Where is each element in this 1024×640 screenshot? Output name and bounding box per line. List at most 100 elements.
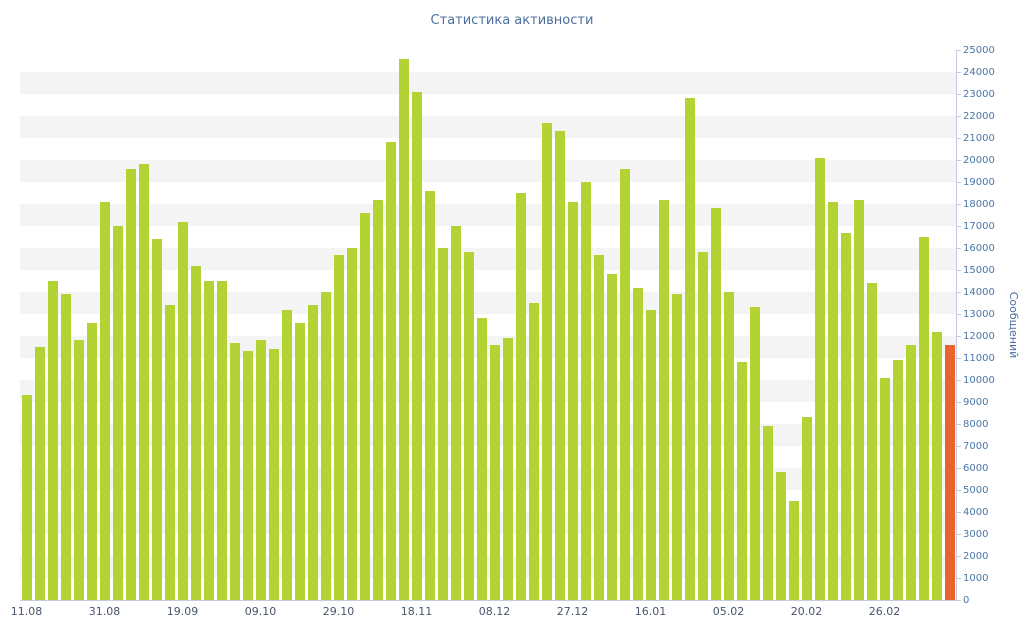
bar[interactable] [437,248,448,600]
bar[interactable] [216,281,227,600]
x-tick-label: 19.09 [166,605,199,618]
bar[interactable] [801,417,812,600]
y-tick-label: 12000 [963,330,995,342]
plot-band [20,204,956,226]
bar[interactable] [346,248,357,600]
bar[interactable] [47,281,58,600]
bar[interactable] [190,265,201,600]
y-tick [957,402,961,403]
bar[interactable] [320,292,331,600]
bar[interactable] [879,377,890,600]
bar[interactable] [242,351,253,600]
x-tick-label: 11.08 [10,605,43,618]
y-tick-label: 7000 [963,440,989,452]
y-tick-label: 5000 [963,484,989,496]
y-tick [957,116,961,117]
y-tick [957,336,961,337]
bar[interactable] [697,252,708,600]
y-tick [957,446,961,447]
y-tick-label: 22000 [963,110,995,122]
bar[interactable] [593,254,604,600]
bar[interactable] [554,131,565,600]
bar[interactable] [99,201,110,600]
chart-title: Статистика активности [430,13,594,28]
bar[interactable] [151,239,162,600]
bar[interactable] [125,168,136,600]
bar[interactable] [229,342,240,600]
bar[interactable] [541,122,552,600]
bar[interactable] [905,344,916,600]
bar[interactable] [762,426,773,600]
bar[interactable] [515,193,526,600]
bar[interactable] [60,294,71,600]
bar[interactable] [736,362,747,600]
y-tick-label: 20000 [963,154,995,166]
bar[interactable] [203,281,214,600]
bar[interactable] [489,344,500,600]
bar[interactable] [684,98,695,600]
bar[interactable] [866,283,877,600]
bar[interactable] [528,303,539,600]
y-tick [957,468,961,469]
bar[interactable] [385,142,396,600]
y-tick-label: 1000 [963,572,989,584]
bar[interactable] [34,347,45,600]
bar[interactable] [294,322,305,600]
bar[interactable] [73,340,84,600]
y-tick-label: 10000 [963,374,995,386]
bar[interactable] [255,340,266,600]
bar[interactable] [307,305,318,600]
bar[interactable] [853,199,864,600]
bar[interactable] [138,164,149,600]
x-tick-label: 26.02 [868,605,901,618]
bar[interactable] [619,168,630,600]
bar[interactable] [112,226,123,600]
bar[interactable] [372,199,383,600]
y-tick-label: 15000 [963,264,995,276]
bar[interactable] [749,307,760,600]
bar[interactable] [944,344,955,600]
bar[interactable] [177,221,188,600]
bar[interactable] [931,331,942,600]
bar[interactable] [671,294,682,600]
bar[interactable] [788,501,799,600]
bar[interactable] [424,190,435,600]
bar[interactable] [502,338,513,600]
bar[interactable] [645,309,656,600]
bar[interactable] [164,305,175,600]
plot-band [20,160,956,182]
bar[interactable] [450,226,461,600]
bar[interactable] [632,287,643,600]
plot-band [20,380,956,402]
bar[interactable] [580,182,591,600]
y-tick [957,314,961,315]
bar[interactable] [723,292,734,600]
bar[interactable] [86,322,97,600]
bar[interactable] [567,201,578,600]
bar[interactable] [476,318,487,600]
y-tick [957,72,961,73]
bar[interactable] [359,212,370,600]
bar[interactable] [281,309,292,600]
y-tick [957,182,961,183]
bar[interactable] [840,232,851,600]
bar[interactable] [268,349,279,600]
bar[interactable] [411,91,422,600]
bar[interactable] [658,199,669,600]
x-tick-label: 31.08 [88,605,121,618]
bar[interactable] [21,395,32,600]
y-tick [957,226,961,227]
bar[interactable] [710,208,721,600]
bar[interactable] [606,274,617,600]
y-tick [957,556,961,557]
bar[interactable] [827,201,838,600]
bar[interactable] [775,472,786,600]
bar[interactable] [918,237,929,600]
bar[interactable] [398,58,409,600]
bar[interactable] [892,360,903,600]
bar[interactable] [333,254,344,600]
bar[interactable] [814,157,825,600]
bar[interactable] [463,252,474,600]
y-tick-label: 23000 [963,88,995,100]
y-tick-label: 17000 [963,220,995,232]
